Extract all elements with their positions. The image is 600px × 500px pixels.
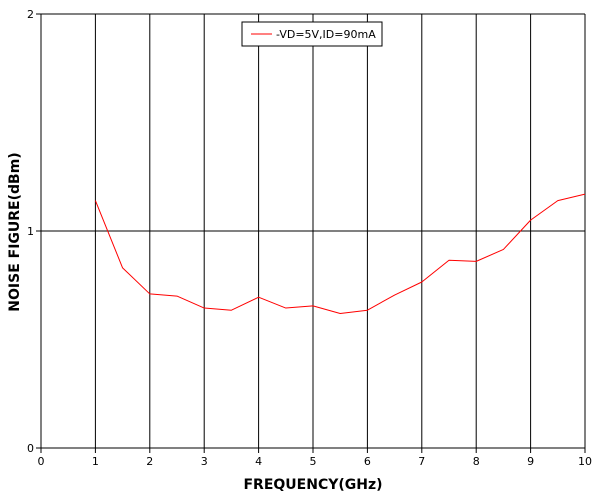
x-axis-ticks: 0 1 2 3 4 5 6 7 8 9 10 — [38, 448, 592, 468]
axes — [37, 14, 585, 452]
x-tick-label: 6 — [364, 455, 371, 468]
x-tick-label: 1 — [92, 455, 99, 468]
y-axis-ticks: 0 1 2 — [27, 8, 41, 455]
x-axis-title: FREQUENCY(GHz) — [243, 477, 382, 493]
x-tick-label: 3 — [201, 455, 208, 468]
y-tick-label: 0 — [27, 442, 34, 455]
x-tick-label: 7 — [418, 455, 425, 468]
series — [94, 193, 586, 314]
x-tick-label: 9 — [527, 455, 534, 468]
x-tick-label: 5 — [310, 455, 317, 468]
legend: -VD=5V,ID=90mA — [241, 21, 383, 47]
x-tick-label: 0 — [38, 455, 45, 468]
x-tick-label: 8 — [473, 455, 480, 468]
y-axis-title: NOISE FIGURE(dBm) — [7, 152, 23, 311]
legend-label: -VD=5V,ID=90mA — [276, 28, 376, 41]
y-tick-label: 1 — [27, 225, 34, 238]
x-tick-label: 10 — [578, 455, 592, 468]
y-tick-label: 2 — [27, 8, 34, 21]
series-line — [94, 193, 586, 314]
x-tick-label: 4 — [255, 455, 262, 468]
x-tick-label: 2 — [146, 455, 153, 468]
grid — [41, 13, 586, 448]
